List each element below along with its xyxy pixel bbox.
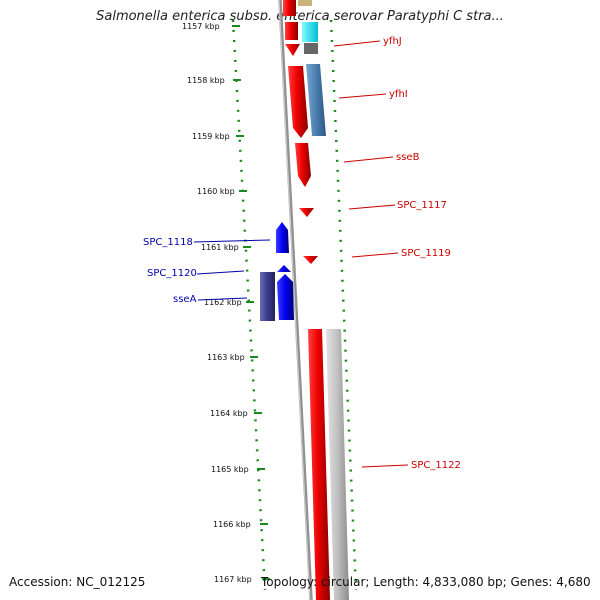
tick-label: 1161 kbp: [201, 243, 239, 252]
gene-SPC_1122-cog: [326, 329, 349, 600]
gene-SPC_1122[interactable]: [308, 329, 330, 600]
tick-label: 1163 kbp: [207, 353, 245, 362]
gene-label-SPC_1120[interactable]: SPC_1120: [147, 268, 197, 279]
tick-label: 1162 kbp: [204, 298, 242, 307]
top-feature-cyan: [302, 22, 318, 42]
gene-label-SPC_1118[interactable]: SPC_1118: [143, 237, 193, 248]
gene-sseA-cog: [260, 272, 275, 321]
gene-yfhI[interactable]: [288, 66, 308, 138]
top-feature-gold: [298, 0, 312, 6]
backbone-line: [278, 0, 313, 600]
tick-label: 1159 kbp: [192, 132, 230, 141]
tick-label: 1160 kbp: [197, 187, 235, 196]
gene-label-SPC_1117[interactable]: SPC_1117: [397, 200, 447, 211]
backbone-highlight: [278, 0, 311, 600]
tick-label: 1167 kbp: [214, 575, 252, 584]
gene-sseB[interactable]: [295, 143, 311, 187]
tick-label: 1158 kbp: [187, 76, 225, 85]
gene-yfhI-cog: [306, 64, 326, 136]
tick-label: 1165 kbp: [211, 465, 249, 474]
gene-yfhJ-arrow[interactable]: [285, 44, 300, 56]
tick-label: 1166 kbp: [213, 520, 251, 529]
gene-label-yfhI[interactable]: yfhI: [389, 89, 408, 100]
top-feature-gray: [304, 43, 318, 54]
tick-label: 1157 kbp: [182, 22, 220, 31]
label-leaders: [193, 40, 409, 468]
accession-text: Accession: NC_012125: [9, 575, 146, 589]
gene-label-sseB[interactable]: sseB: [396, 152, 420, 163]
gene-label-SPC_1119[interactable]: SPC_1119: [401, 248, 451, 259]
genome-summary: Topology: circular; Length: 4,833,080 bp…: [261, 575, 591, 589]
gene-SPC_1117[interactable]: [299, 208, 314, 217]
gene-label-sseA[interactable]: sseA: [173, 294, 197, 305]
gene-label-SPC_1122[interactable]: SPC_1122: [411, 460, 461, 471]
gene-yfhJ-body[interactable]: [285, 22, 298, 40]
map-title: Salmonella enterica subsp. enterica sero…: [96, 9, 504, 24]
gene-sseA[interactable]: [277, 274, 294, 320]
gene-label-yfhJ[interactable]: yfhJ: [383, 36, 402, 47]
top-feature-red: [283, 0, 296, 16]
gene-SPC_1118[interactable]: [276, 222, 289, 253]
gene-SPC_1119[interactable]: [303, 256, 318, 264]
gene-SPC_1120[interactable]: [277, 265, 291, 272]
tick-label: 1164 kbp: [210, 409, 248, 418]
scale-ruler: 1157 kbp 1158 kbp 1159 kbp 1160 kbp 1161…: [182, 22, 270, 584]
